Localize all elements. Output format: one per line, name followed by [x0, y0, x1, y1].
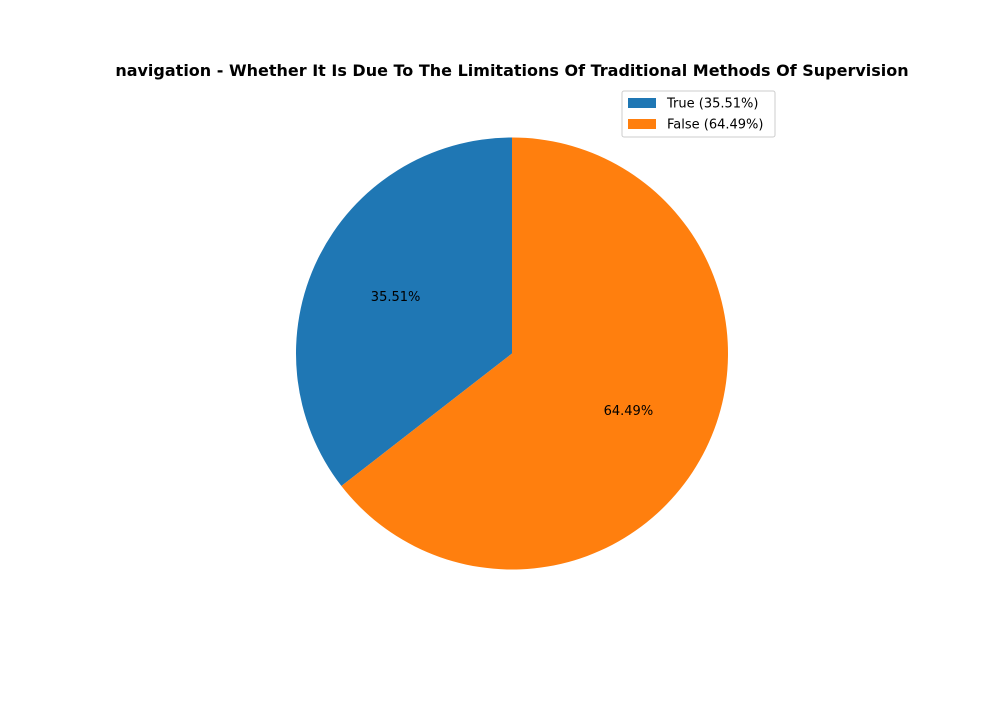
pie-percent-label-false: 64.49% [604, 404, 654, 419]
legend-frame [621, 90, 776, 138]
pie-slices [296, 137, 728, 570]
chart-legend: True (35.51%) False (64.49%) [621, 90, 776, 138]
pie-percent-label-true: 35.51% [371, 290, 421, 305]
pie-slice-false [341, 137, 728, 570]
pie-percent-labels: 35.51% 64.49% [371, 290, 653, 419]
legend-label-true: True (35.51%) [666, 97, 758, 112]
chart-title: navigation - Whether It Is Due To The Li… [115, 61, 908, 80]
legend-swatch-false [628, 119, 656, 129]
legend-swatch-true [628, 98, 656, 108]
legend-label-false: False (64.49%) [667, 118, 763, 133]
pie-slice-true [296, 137, 512, 486]
